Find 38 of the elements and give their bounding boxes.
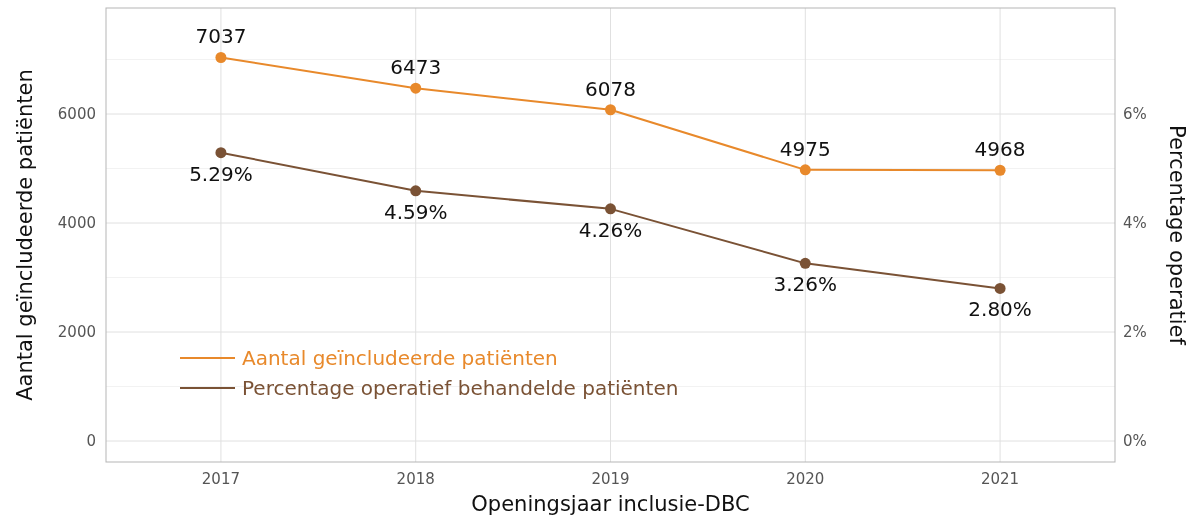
x-tick-label: 2017 — [201, 470, 241, 488]
y-tick-label: 2000 — [57, 323, 96, 342]
point — [215, 147, 227, 159]
data-label: 4975 — [779, 136, 831, 161]
point — [994, 164, 1006, 176]
data-label: 4968 — [974, 137, 1026, 162]
point — [410, 82, 422, 94]
point — [994, 282, 1006, 294]
y2-tick-label: 4% — [1123, 214, 1147, 233]
point — [799, 164, 811, 176]
data-label: 5.29% — [189, 161, 253, 186]
point — [215, 51, 227, 63]
y-axis-title: Aantal geïncludeerde patiënten — [13, 69, 37, 401]
data-label: 6078 — [585, 76, 636, 101]
y-tick-label: 0 — [86, 432, 96, 451]
y-tick-label: 6000 — [57, 105, 96, 124]
y2-tick-label: 0% — [1123, 432, 1147, 451]
point — [410, 185, 422, 197]
data-label: 7037 — [195, 24, 247, 49]
data-label: 2.80% — [968, 297, 1032, 322]
x-tick-label: 2019 — [591, 470, 630, 488]
y2-tick-label: 2% — [1123, 323, 1147, 342]
point — [605, 203, 616, 215]
data-label: 4.59% — [383, 199, 448, 224]
y2-axis-title: Percentage operatief — [1165, 125, 1189, 346]
legend-label: Percentage operatief behandelde patiënten — [242, 376, 679, 400]
x-tick-label: 2020 — [786, 470, 825, 488]
point — [799, 257, 811, 269]
data-label: 6473 — [390, 55, 442, 80]
point — [605, 104, 616, 116]
x-axis-title: Openingsjaar inclusie-DBC — [471, 492, 750, 516]
y-tick-label: 4000 — [57, 214, 96, 233]
x-tick-label: 2018 — [396, 470, 435, 488]
y2-tick-label: 6% — [1123, 105, 1147, 124]
data-label: 3.26% — [773, 272, 838, 297]
data-label: 4.26% — [578, 217, 643, 242]
x-tick-label: 2021 — [980, 470, 1020, 488]
legend-label: Aantal geïncludeerde patiënten — [242, 346, 558, 370]
